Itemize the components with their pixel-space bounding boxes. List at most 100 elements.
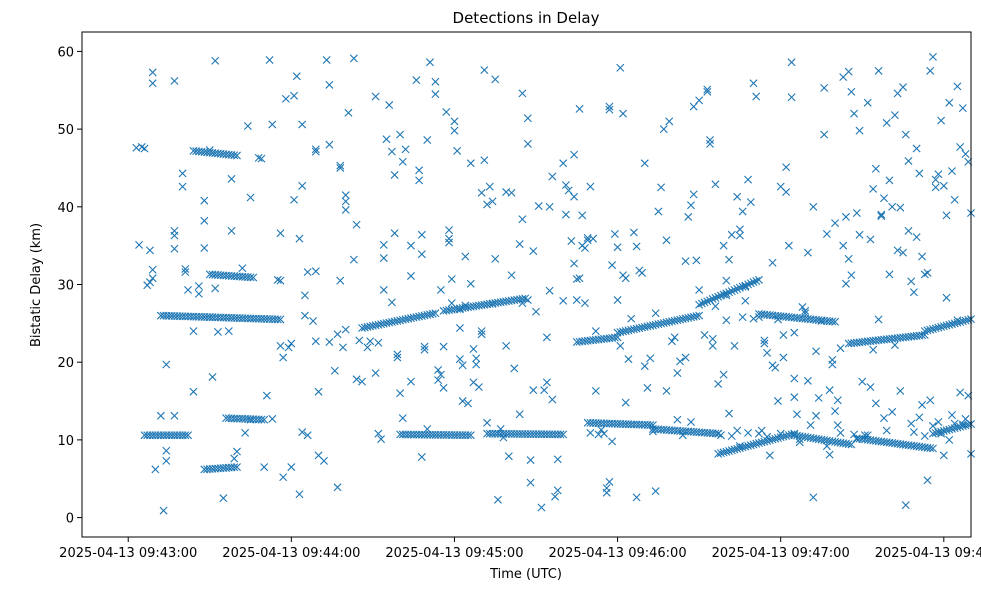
detection-point bbox=[273, 315, 282, 324]
detection-point bbox=[950, 195, 959, 204]
detection-point bbox=[918, 400, 927, 409]
detection-point bbox=[379, 285, 388, 294]
detection-point bbox=[953, 82, 962, 91]
detection-point bbox=[638, 268, 647, 277]
detection-point bbox=[529, 386, 538, 395]
detection-point bbox=[298, 428, 307, 437]
detection-point bbox=[784, 241, 793, 250]
y-tick-label: 60 bbox=[57, 45, 74, 60]
chart-title: Detections in Delay bbox=[453, 9, 600, 27]
detection-point bbox=[711, 293, 720, 302]
detection-point bbox=[499, 433, 508, 442]
detection-point bbox=[518, 215, 527, 224]
detection-point bbox=[703, 85, 712, 94]
detection-point bbox=[591, 386, 600, 395]
detection-point bbox=[398, 157, 407, 166]
detection-point bbox=[553, 455, 562, 464]
detection-point bbox=[722, 316, 731, 325]
detection-point bbox=[597, 425, 606, 434]
detection-point bbox=[640, 362, 649, 371]
detection-point bbox=[896, 203, 905, 212]
detection-point bbox=[553, 486, 562, 495]
marks-layer bbox=[132, 52, 975, 515]
detection-point bbox=[599, 429, 608, 438]
detection-point bbox=[366, 337, 375, 346]
detection-point bbox=[697, 299, 706, 308]
detection-point bbox=[937, 429, 946, 438]
detection-point bbox=[719, 241, 728, 250]
detection-point bbox=[820, 83, 829, 92]
detection-point bbox=[741, 281, 750, 290]
detection-point bbox=[863, 98, 872, 107]
detection-point bbox=[822, 442, 831, 451]
detection-point bbox=[863, 431, 872, 440]
detection-point bbox=[238, 264, 247, 273]
detection-point bbox=[692, 312, 701, 321]
detection-point bbox=[937, 116, 946, 125]
detection-point bbox=[257, 154, 266, 163]
detection-point bbox=[322, 55, 331, 64]
detection-point bbox=[722, 289, 731, 298]
detection-point bbox=[928, 421, 937, 430]
detection-point bbox=[523, 114, 532, 123]
x-tick-label: 2025-04-13 09:44:00 bbox=[222, 546, 360, 561]
detection-point bbox=[464, 431, 473, 440]
detection-point bbox=[575, 274, 584, 283]
detection-point bbox=[882, 426, 891, 435]
detection-point bbox=[782, 431, 791, 440]
detection-point bbox=[831, 407, 840, 416]
detection-point bbox=[170, 244, 179, 253]
detection-point bbox=[436, 370, 445, 379]
detection-point bbox=[268, 414, 277, 423]
detection-point bbox=[483, 418, 492, 427]
detection-point bbox=[466, 279, 475, 288]
detection-point bbox=[714, 379, 723, 388]
detection-point bbox=[423, 136, 432, 144]
detection-point bbox=[406, 241, 415, 250]
detection-point bbox=[496, 425, 505, 433]
detection-point bbox=[665, 117, 674, 126]
detection-point bbox=[754, 275, 763, 284]
detection-point bbox=[738, 282, 747, 291]
detection-point bbox=[670, 333, 679, 342]
detection-point bbox=[442, 108, 451, 117]
detection-point bbox=[200, 216, 209, 225]
detection-point bbox=[580, 243, 589, 252]
y-tick-label: 10 bbox=[57, 434, 74, 449]
detection-point bbox=[909, 428, 918, 437]
detection-point bbox=[559, 296, 568, 305]
detection-point bbox=[733, 284, 742, 293]
detection-point bbox=[725, 255, 734, 264]
detection-point bbox=[744, 441, 753, 450]
detection-point bbox=[752, 276, 761, 285]
detection-point bbox=[232, 447, 241, 456]
detection-point bbox=[425, 58, 434, 67]
detection-point bbox=[681, 353, 690, 362]
detection-point bbox=[667, 337, 676, 346]
detection-point bbox=[423, 425, 432, 433]
detection-point bbox=[812, 347, 821, 356]
detection-point bbox=[814, 393, 823, 402]
detection-point bbox=[551, 492, 560, 501]
detection-point bbox=[455, 305, 464, 314]
detection-point bbox=[722, 276, 731, 285]
detection-point bbox=[632, 493, 641, 502]
detection-point bbox=[706, 139, 714, 148]
detection-point bbox=[961, 149, 970, 158]
detection-point bbox=[504, 452, 513, 461]
detection-point bbox=[825, 450, 834, 459]
detection-point bbox=[336, 163, 345, 172]
detection-point bbox=[170, 76, 179, 85]
detection-point bbox=[390, 170, 399, 179]
detection-point bbox=[738, 207, 747, 216]
detection-point bbox=[945, 435, 954, 444]
y-tick-label: 20 bbox=[57, 356, 74, 371]
detection-point bbox=[483, 200, 492, 209]
detection-point bbox=[741, 296, 750, 305]
detection-point bbox=[716, 431, 725, 440]
detection-point bbox=[393, 350, 402, 359]
detection-point bbox=[662, 386, 671, 395]
detection-point bbox=[436, 285, 445, 294]
detection-point bbox=[608, 261, 617, 270]
detection-point bbox=[145, 246, 154, 255]
